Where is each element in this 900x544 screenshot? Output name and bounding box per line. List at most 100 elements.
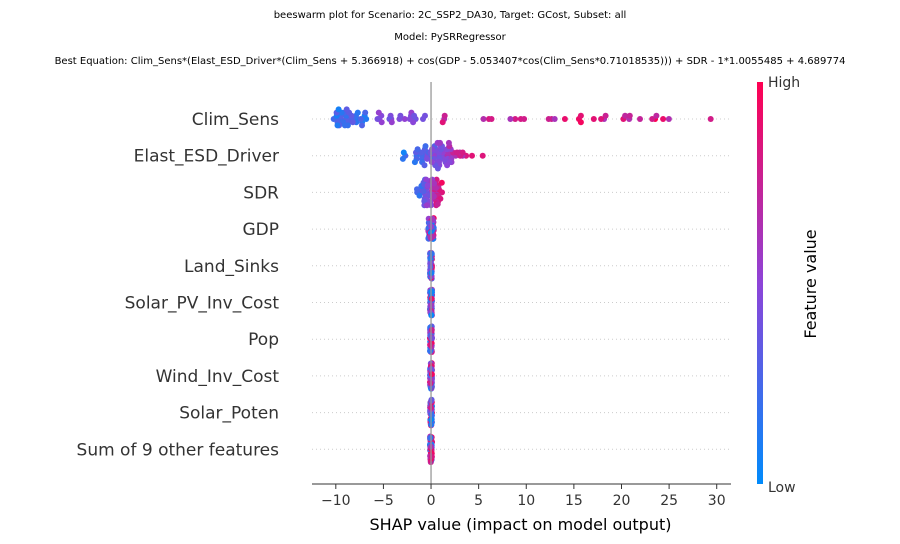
feature-label: Elast_ESD_Driver [134,147,279,167]
shap-point [577,119,584,126]
feature-label: SDR [243,183,279,203]
shap-point [598,116,605,122]
shap-point [401,116,408,122]
shap-point [416,192,423,199]
shap-point [429,335,435,342]
shap-point [335,106,342,113]
shap-point [427,435,434,442]
shap-point [561,116,568,122]
colorbar-title: Feature value [801,229,820,338]
shap-point [420,188,427,195]
shap-point [434,201,441,208]
shap-point [433,184,440,191]
shap-point [354,109,361,116]
shap-point [421,162,428,169]
feature-label: Wind_Inv_Cost [156,367,280,387]
shap-point [551,116,558,122]
feature-label: Solar_PV_Inv_Cost [125,294,280,314]
shap-point [428,326,435,333]
shap-point [422,112,428,119]
x-tick-label: 20 [613,493,631,509]
shap-point [375,109,382,116]
shap-point [411,159,418,166]
shap-point [399,155,406,162]
shap-point [637,116,643,122]
shap-point [512,116,519,122]
shap-point [334,122,341,129]
shap-point [414,146,421,153]
x-tick-label: −5 [373,493,394,509]
shap-point [397,112,404,119]
feature-label: Sum of 9 other features [77,440,280,460]
shap-point [422,143,429,150]
shap-point [363,116,370,122]
feature-label: Solar_Poten [179,404,279,424]
colorbar: High Low Feature value [757,75,820,496]
shap-point [427,255,434,262]
shap-point [423,176,430,183]
shap-point [545,116,552,122]
shap-point [424,182,431,189]
shap-point [427,341,434,348]
chart-title: beeswarm plot for Scenario: 2C_SSP2_DA30… [273,10,627,21]
shap-point [428,159,435,166]
colorbar-gradient [757,82,763,484]
shap-point [434,165,441,172]
shap-point [521,116,528,122]
shap-point [406,116,413,122]
shap-point [602,112,609,119]
shap-point [626,112,633,119]
x-tick-label: 5 [474,493,483,509]
shap-point [357,116,364,122]
shap-point [507,116,514,122]
shap-point [411,112,418,119]
shap-point [707,116,714,122]
x-tick-label: 15 [565,493,583,509]
feature-label: GDP [242,220,279,240]
colorbar-low-label: Low [768,480,796,496]
shap-point [577,112,584,119]
feature-label: Clim_Sens [192,110,279,130]
x-axis-title: SHAP value (impact on model output) [370,515,672,534]
shap-point [428,295,435,302]
model-subtitle: Model: PySRRegressor [394,32,506,43]
shap-point [649,116,656,122]
equation-subtitle: Best Equation: Clim_Sens*(Elast_ESD_Driv… [54,56,846,67]
shap-point [441,112,448,119]
colorbar-high-label: High [768,75,800,91]
feature-label: Land_Sinks [184,257,279,277]
shap-point [428,453,435,460]
shap-point [388,119,395,126]
shap-point [428,411,435,418]
shap-point [590,116,597,122]
shap-point [424,202,430,209]
shap-point [431,180,438,187]
feature-label: Pop [248,330,279,350]
shap-point [349,119,356,126]
x-tick-label: 25 [660,493,678,509]
shap-point [660,116,667,122]
shap-point [469,152,475,159]
shap-point [622,112,629,119]
shap-point [480,116,487,122]
shap-point [444,162,451,169]
shap-point [488,116,495,122]
shap-point [437,139,443,146]
shap-point [429,146,436,153]
shap-point [374,116,381,122]
shap-point [378,119,385,126]
x-tick-label: −10 [321,493,351,509]
shap-point [428,250,435,257]
shap-point [653,112,660,119]
shap-point [414,186,420,193]
shap-point [438,179,445,186]
shap-point [439,119,446,126]
shap-point [362,109,369,116]
shap-point [430,193,437,200]
shap-point [400,149,407,156]
shap-point [424,155,430,162]
shap-point [341,122,348,129]
shap-point [665,116,672,122]
shap-point [343,106,350,113]
shap-point [445,139,452,146]
